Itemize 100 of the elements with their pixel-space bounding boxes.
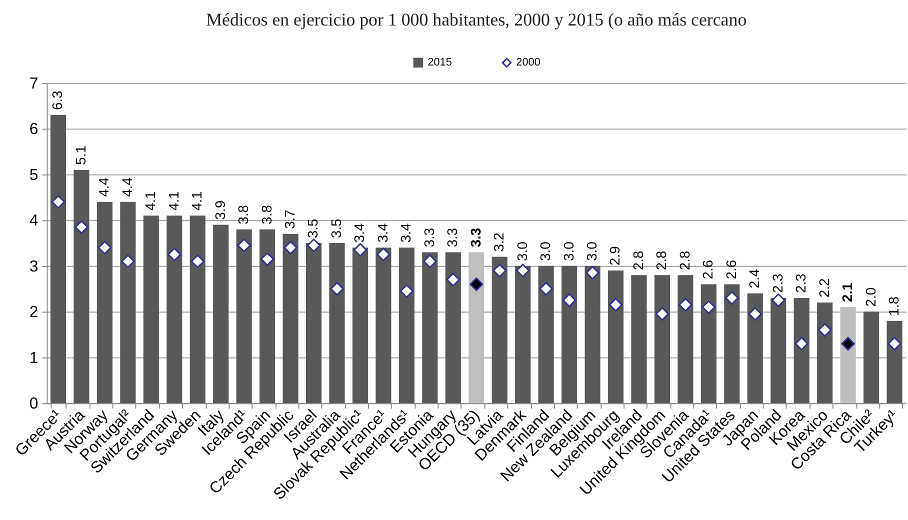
- data-label: 2.1: [839, 282, 856, 302]
- data-label: 3.3: [420, 228, 437, 248]
- bar: [770, 298, 786, 404]
- bar: [96, 202, 112, 404]
- data-label: 2.0: [862, 287, 878, 307]
- data-label: 2.8: [653, 250, 670, 270]
- y-tick-label: 1: [29, 350, 38, 367]
- bar: [376, 248, 392, 404]
- y-tick-label: 0: [29, 396, 38, 413]
- bar: [840, 307, 856, 404]
- bar: [747, 293, 763, 404]
- point: [190, 254, 204, 268]
- chart-title: Médicos en ejercicio por 1 000 habitantes, 2000 y 2015 (o año más cercano: [206, 9, 747, 30]
- point: [655, 307, 670, 321]
- bar: [166, 216, 182, 404]
- point: [586, 266, 600, 280]
- point: [794, 336, 808, 351]
- bar: [445, 252, 461, 404]
- bar: [282, 234, 298, 404]
- point: [772, 293, 786, 308]
- point: [888, 336, 902, 351]
- data-label: 3.8: [235, 204, 252, 224]
- data-label: 2.4: [746, 268, 762, 288]
- data-label: 2.6: [722, 260, 739, 280]
- point: [98, 240, 112, 254]
- legend-label: 2015: [428, 56, 452, 69]
- bar: [794, 298, 810, 404]
- bar: [236, 229, 252, 404]
- data-label: 3.0: [537, 241, 554, 261]
- bar: [492, 256, 508, 404]
- point: [423, 254, 437, 268]
- point: [748, 307, 762, 321]
- point: [260, 252, 274, 266]
- point: [562, 293, 576, 308]
- point: [237, 238, 251, 252]
- bar: [329, 243, 345, 404]
- data-label: 2.2: [816, 278, 832, 298]
- bar: [724, 284, 740, 404]
- bar: [50, 114, 66, 404]
- data-label: 3.4: [374, 223, 390, 243]
- data-label: 3.7: [282, 209, 298, 229]
- data-label: 3.0: [584, 241, 600, 261]
- bar: [864, 312, 880, 404]
- data-label: 5.1: [72, 145, 88, 165]
- legend-label: 2000: [516, 56, 540, 69]
- bar: [306, 243, 322, 404]
- y-tick-label: 4: [29, 212, 38, 230]
- data-label: 4.1: [165, 191, 182, 211]
- data-label: 6.3: [49, 90, 66, 110]
- data-label: 3.2: [490, 232, 507, 252]
- bar: [631, 275, 647, 404]
- bar: [213, 224, 229, 404]
- point: [284, 240, 298, 254]
- point: [168, 248, 182, 262]
- bar: [143, 216, 159, 404]
- bar: [352, 248, 368, 404]
- point: [492, 264, 506, 278]
- point: [678, 298, 692, 312]
- point: [74, 220, 88, 234]
- point: [446, 272, 460, 286]
- data-label: 1.8: [885, 296, 902, 316]
- bar: [700, 284, 716, 404]
- data-label: 3.3: [467, 228, 484, 248]
- bar: [120, 202, 136, 404]
- point: [353, 243, 368, 257]
- data-label: 3.4: [398, 223, 414, 243]
- bar: [190, 216, 206, 404]
- point: [725, 291, 739, 305]
- point: [608, 298, 623, 312]
- point: [330, 282, 344, 296]
- data-label: 3.5: [304, 218, 321, 238]
- y-tick-label: 6: [29, 121, 38, 138]
- data-label: 4.4: [96, 177, 112, 197]
- data-label: 3.4: [351, 223, 368, 243]
- point: [121, 254, 135, 268]
- y-tick-label: 7: [29, 75, 38, 92]
- data-label: 3.0: [514, 241, 530, 261]
- bar: [260, 229, 276, 404]
- data-label: 3.5: [328, 218, 344, 238]
- data-label: 4.4: [118, 177, 135, 197]
- data-label: 2.8: [676, 250, 692, 270]
- bar: [584, 266, 600, 404]
- data-label: 3.8: [258, 204, 274, 224]
- point: [306, 238, 321, 252]
- bar: [74, 170, 90, 404]
- point: [470, 277, 484, 292]
- data-label: 2.9: [606, 246, 623, 266]
- data-label: 4.1: [142, 191, 158, 211]
- bar: [538, 266, 554, 404]
- bar: [422, 252, 438, 404]
- bar: [817, 302, 833, 404]
- data-label: 4.1: [188, 191, 205, 211]
- point: [539, 282, 553, 296]
- bar: [608, 270, 624, 404]
- bar: [515, 266, 531, 404]
- data-label: 3.3: [444, 228, 460, 248]
- y-tick-label: 5: [29, 166, 38, 184]
- bar: [886, 320, 902, 404]
- point: [702, 300, 716, 314]
- data-label: 2.8: [630, 250, 646, 270]
